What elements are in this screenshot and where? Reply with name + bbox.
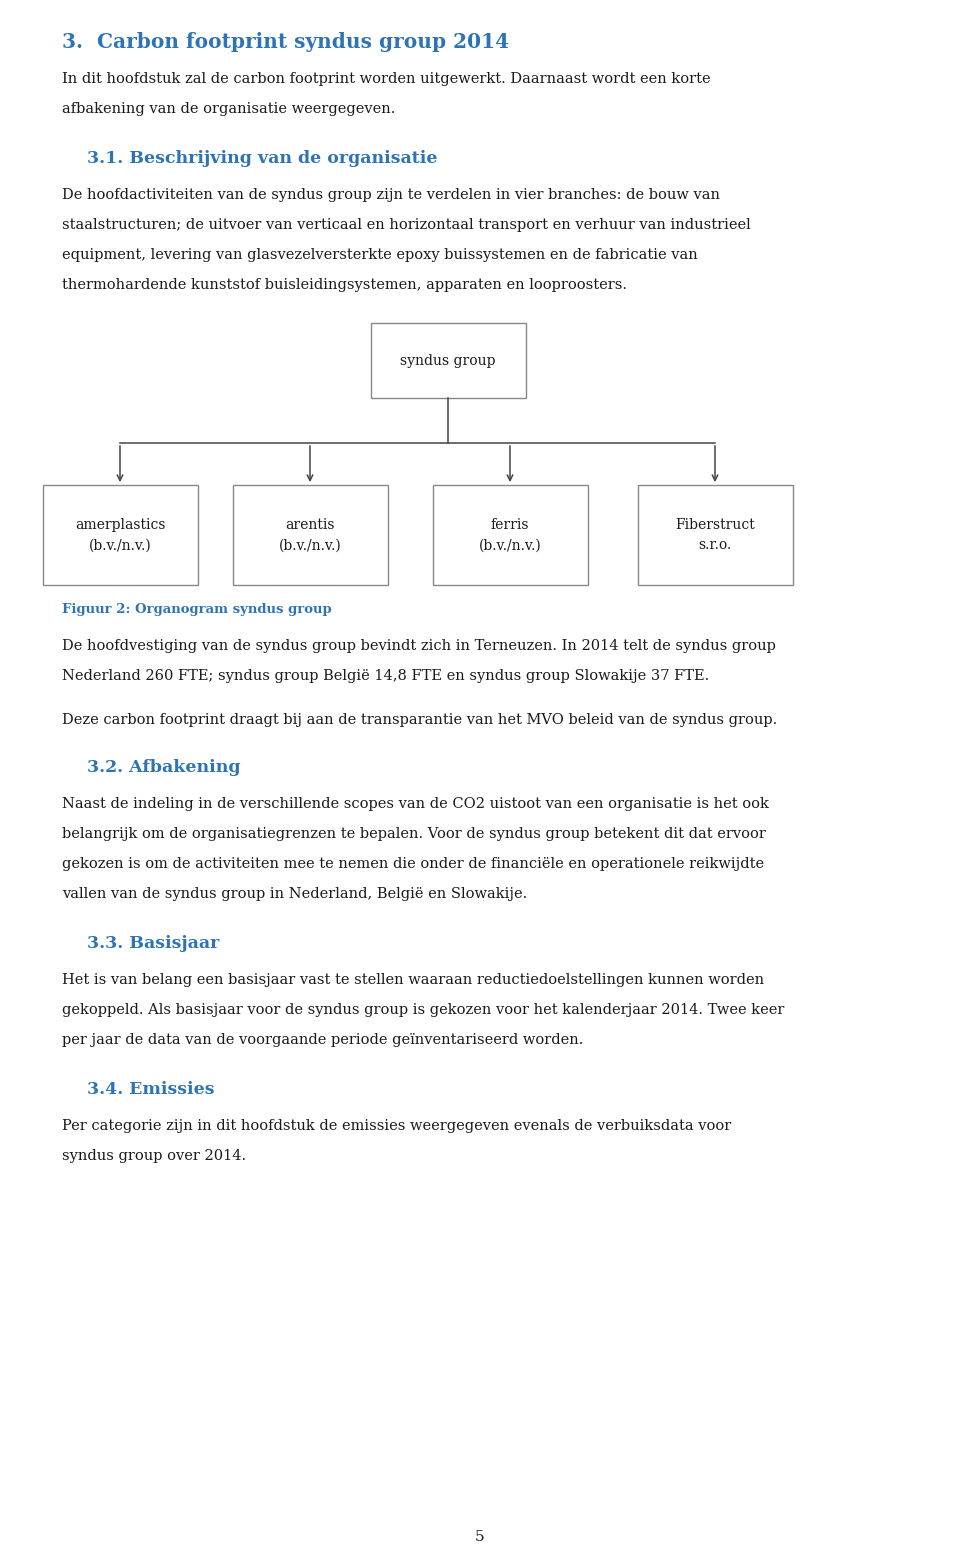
- Text: 3.  Carbon footprint syndus group 2014: 3. Carbon footprint syndus group 2014: [62, 33, 509, 51]
- Text: amerplastics
(b.v./n.v.): amerplastics (b.v./n.v.): [75, 517, 165, 553]
- Text: belangrijk om de organisatiegrenzen te bepalen. Voor de syndus group betekent di: belangrijk om de organisatiegrenzen te b…: [62, 827, 766, 841]
- Bar: [371, 322, 525, 399]
- Text: 3.4. Emissies: 3.4. Emissies: [87, 1081, 214, 1098]
- Text: vallen van de syndus group in Nederland, België en Slowakije.: vallen van de syndus group in Nederland,…: [62, 887, 527, 902]
- Text: gekozen is om de activiteiten mee te nemen die onder de financiële en operatione: gekozen is om de activiteiten mee te nem…: [62, 856, 764, 870]
- Bar: [637, 484, 793, 585]
- Text: thermohardende kunststof buisleidingsystemen, apparaten en looproosters.: thermohardende kunststof buisleidingsyst…: [62, 279, 627, 293]
- Text: Deze carbon footprint draagt bij aan de transparantie van het MVO beleid van de : Deze carbon footprint draagt bij aan de …: [62, 713, 778, 727]
- Text: syndus group over 2014.: syndus group over 2014.: [62, 1149, 246, 1163]
- Text: 3.1. Beschrijving van de organisatie: 3.1. Beschrijving van de organisatie: [87, 149, 438, 167]
- Text: Per categorie zijn in dit hoofdstuk de emissies weergegeven evenals de verbuiksd: Per categorie zijn in dit hoofdstuk de e…: [62, 1119, 732, 1133]
- Text: Nederland 260 FTE; syndus group België 14,8 FTE en syndus group Slowakije 37 FTE: Nederland 260 FTE; syndus group België 1…: [62, 670, 709, 684]
- Bar: [433, 484, 588, 585]
- Text: In dit hoofdstuk zal de carbon footprint worden uitgewerkt. Daarnaast wordt een : In dit hoofdstuk zal de carbon footprint…: [62, 72, 710, 86]
- Text: afbakening van de organisatie weergegeven.: afbakening van de organisatie weergegeve…: [62, 103, 396, 117]
- Text: arentis
(b.v./n.v.): arentis (b.v./n.v.): [278, 517, 342, 553]
- Text: De hoofdactiviteiten van de syndus group zijn te verdelen in vier branches: de b: De hoofdactiviteiten van de syndus group…: [62, 188, 720, 202]
- Text: gekoppeld. Als basisjaar voor de syndus group is gekozen voor het kalenderjaar 2: gekoppeld. Als basisjaar voor de syndus …: [62, 1003, 784, 1017]
- Bar: [232, 484, 388, 585]
- Text: staalstructuren; de uitvoer van verticaal en horizontaal transport en verhuur va: staalstructuren; de uitvoer van verticaa…: [62, 218, 751, 232]
- Bar: [42, 484, 198, 585]
- Text: per jaar de data van de voorgaande periode geïnventariseerd worden.: per jaar de data van de voorgaande perio…: [62, 1032, 584, 1046]
- Text: Het is van belang een basisjaar vast te stellen waaraan reductiedoelstellingen k: Het is van belang een basisjaar vast te …: [62, 973, 764, 987]
- Text: De hoofdvestiging van de syndus group bevindt zich in Terneuzen. In 2014 telt de: De hoofdvestiging van de syndus group be…: [62, 638, 776, 652]
- Text: Naast de indeling in de verschillende scopes van de CO2 uistoot van een organisa: Naast de indeling in de verschillende sc…: [62, 797, 769, 811]
- Text: Fiberstruct
s.r.o.: Fiberstruct s.r.o.: [675, 517, 755, 553]
- Text: equipment, levering van glasvezelversterkte epoxy buissystemen en de fabricatie : equipment, levering van glasvezelverster…: [62, 248, 698, 262]
- Text: ferris
(b.v./n.v.): ferris (b.v./n.v.): [479, 517, 541, 553]
- Text: syndus group: syndus group: [400, 353, 495, 367]
- Text: 5: 5: [475, 1531, 485, 1545]
- Text: 3.3. Basisjaar: 3.3. Basisjaar: [87, 936, 220, 951]
- Text: 3.2. Afbakening: 3.2. Afbakening: [87, 758, 241, 775]
- Text: Figuur 2: Organogram syndus group: Figuur 2: Organogram syndus group: [62, 603, 332, 617]
